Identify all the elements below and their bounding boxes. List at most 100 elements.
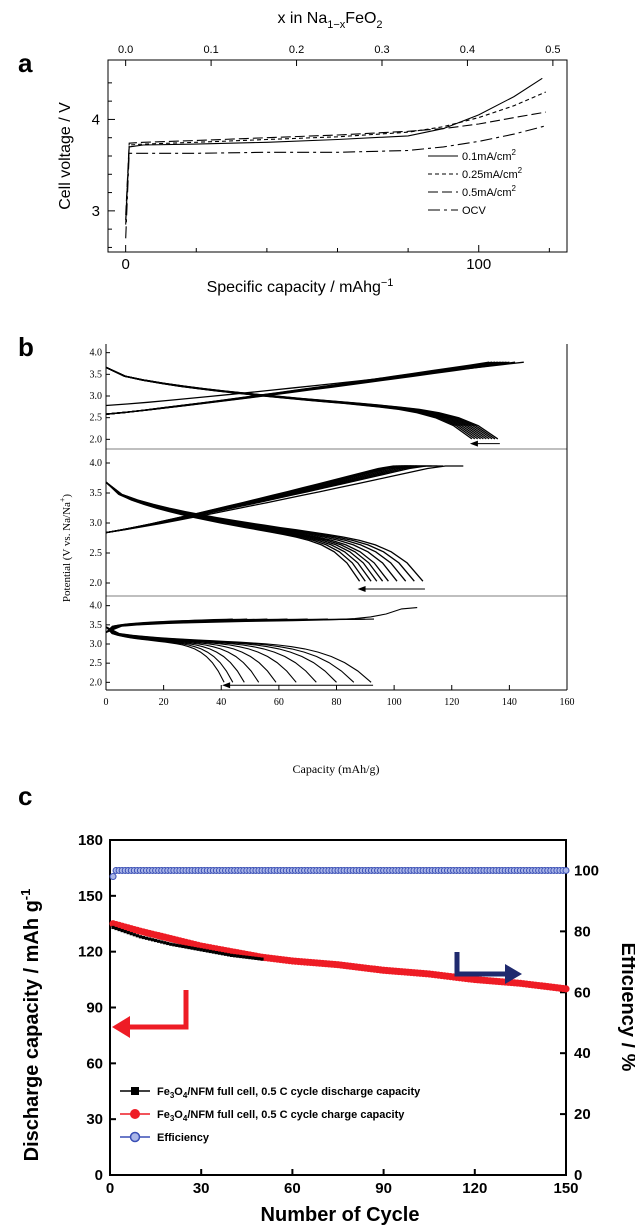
panel-c-discharge-point [123,930,127,934]
panel-c-discharge-point [147,937,152,941]
panel-a-y-tick-label: 4 [92,111,100,128]
panel-c-x-tick-label: 60 [284,1180,301,1197]
panel-c-discharge-point [166,941,170,946]
panel-a-top-ticks: 0.0 0.1 0.2 0.3 0.4 0.5 [118,44,561,66]
panel-c-discharge-point [254,956,258,960]
panel-c-efficiency-point [109,873,117,881]
panel-b-discharge-curve [105,481,398,582]
panel-c-discharge-point [196,947,200,951]
panel-b-y-tick-label: 3.5 [90,620,103,631]
panel-b-chart: b 0 20 40 60 80 100 120 140 160 2.0 2.5 3.0 3.5 4.0 2.… [18,332,575,776]
panel-c-x-tick-label: 120 [462,1180,487,1197]
panel-b-discharge-curve [105,481,372,582]
panel-c-discharge-point [111,925,115,930]
panel-a-legend-label: 0.1mA/cm2 [462,148,517,163]
panel-a-top-tick-label: 0.0 [118,44,133,56]
panel-b-discharge-curve [105,366,490,440]
panel-c-left-arrowhead [112,1016,130,1038]
panel-c-discharge-point [187,945,191,950]
panel-c-discharge-point [245,955,249,959]
panel-c-discharge-point [150,938,155,942]
panel-c-discharge-point [169,942,173,946]
panel-a-top-tick-label: 0.3 [374,44,389,56]
panel-b-discharge-curve [105,366,496,440]
panel-a-legend: 0.1mA/cm2 0.25mA/cm2 0.5mA/cm2 OCV [428,148,523,217]
panel-c-y-tick-label: 60 [86,1055,103,1072]
panel-c-discharge-point [242,955,246,959]
panel-b-discharge-curve [105,626,372,683]
panel-c-discharge-point [214,950,218,955]
panel-c-discharge-point [248,956,252,960]
panel-a-top-tick-label: 0.5 [545,44,560,56]
panel-a-letter: a [18,48,33,78]
panel-b-y-tick-label: 2.0 [90,578,103,589]
panel-c-right-arrow [454,952,510,977]
panel-c-discharge-point [154,938,158,943]
panel-a-series-line [125,91,547,221]
panel-a-top-tick-label: 0.1 [203,44,218,56]
panel-c-y2-tick-label: 0 [574,1167,582,1184]
panel-c-y-tick-label: 0 [95,1167,103,1184]
panel-b-xlabel: Capacity (mAh/g) [293,762,380,776]
panel-c-y-tick-label: 90 [86,1000,103,1017]
panel-c-legend-marker [129,1131,141,1143]
panel-c-frame [109,839,567,1176]
panel-c-discharge-point [233,954,237,958]
panel-c-y-tick-label: 150 [78,888,103,905]
panel-b-x-tick-label: 0 [104,697,109,708]
panel-c-left-arrow [120,990,189,1030]
panel-c-discharge-point [178,944,182,948]
panel-b-discharge-curve [105,481,378,582]
panel-c-ylabel: Discharge capacity / mAh g-1 [18,889,43,1162]
panel-b-plot: 0 20 40 60 80 100 120 140 160 2.0 2.5 3.0 3.5 4.0 2.0 2… [90,344,575,708]
panel-c-y2-tick-label: 20 [574,1106,591,1123]
panel-b-letter: b [18,332,34,362]
panel-b-y-tick-label: 4.0 [90,601,103,612]
panel-b-charge-curve [105,361,490,415]
panel-c-discharge-point [132,933,136,937]
panel-c-discharge-point [144,936,149,940]
panel-c-discharge-point [226,953,231,957]
panel-c-discharge-point [190,946,194,950]
panel-c-discharge-point [257,957,261,961]
panel-c-discharge-point [193,947,197,951]
panel-b-discharge-curve [105,366,481,440]
panel-a-x-tick-label: 100 [466,256,491,273]
panel-b-x-tick-label: 20 [159,697,169,708]
panel-c-letter: c [18,781,32,811]
panel-c-discharge-point [251,956,255,960]
panel-b-charge-curve [105,618,233,633]
panel-c-discharge-point [239,954,243,959]
panel-c-discharge-point [172,943,176,947]
panel-b-y-tick-label: 2.0 [90,677,103,688]
panel-c-discharge-point [205,949,209,953]
panel-c-charge-point [562,985,570,993]
panel-b-y-tick-label: 4.0 [90,348,103,359]
panel-b-x-tick-label: 140 [502,697,517,708]
panel-a-series-line [125,125,546,239]
panel-a-series [125,77,547,239]
panel-a-legend-label: 0.25mA/cm2 [462,166,523,181]
panel-b-y-tick-label: 3.0 [90,391,103,402]
panel-b-cycle-arrowhead [469,440,478,447]
panel-a-top-tick-label: 0.4 [460,44,475,56]
panel-b-ylabel: Potential (V vs. Na/Na+) [58,494,73,603]
panel-b-discharge-curve [105,626,225,683]
panel-c-discharge-point [138,935,142,939]
panel-c-discharge-point [211,950,215,954]
panel-b-x-tick-label: 120 [444,697,459,708]
panel-c-y-tick-label: 30 [86,1111,103,1128]
panel-b-y-tick-label: 2.5 [90,548,103,559]
panel-b-discharge-curve [105,481,389,582]
panel-b-cycle-arrowhead [357,586,366,592]
panel-c-discharge-point [208,949,212,954]
panel-c-y2label: Efficiency / % [617,943,635,1072]
panel-a-axes: 0 100 3 4 [92,82,550,273]
panel-c-efficiency-point [562,866,570,874]
panel-c-discharge-point [135,934,139,938]
panel-c-y2-tick-label: 40 [574,1045,591,1062]
panel-a-ylabel: Cell voltage / V [57,102,74,210]
panel-c-y2-tick-label: 100 [574,862,599,879]
panel-b-charge-curve [105,465,464,534]
panel-b-discharge-curve [105,366,493,440]
